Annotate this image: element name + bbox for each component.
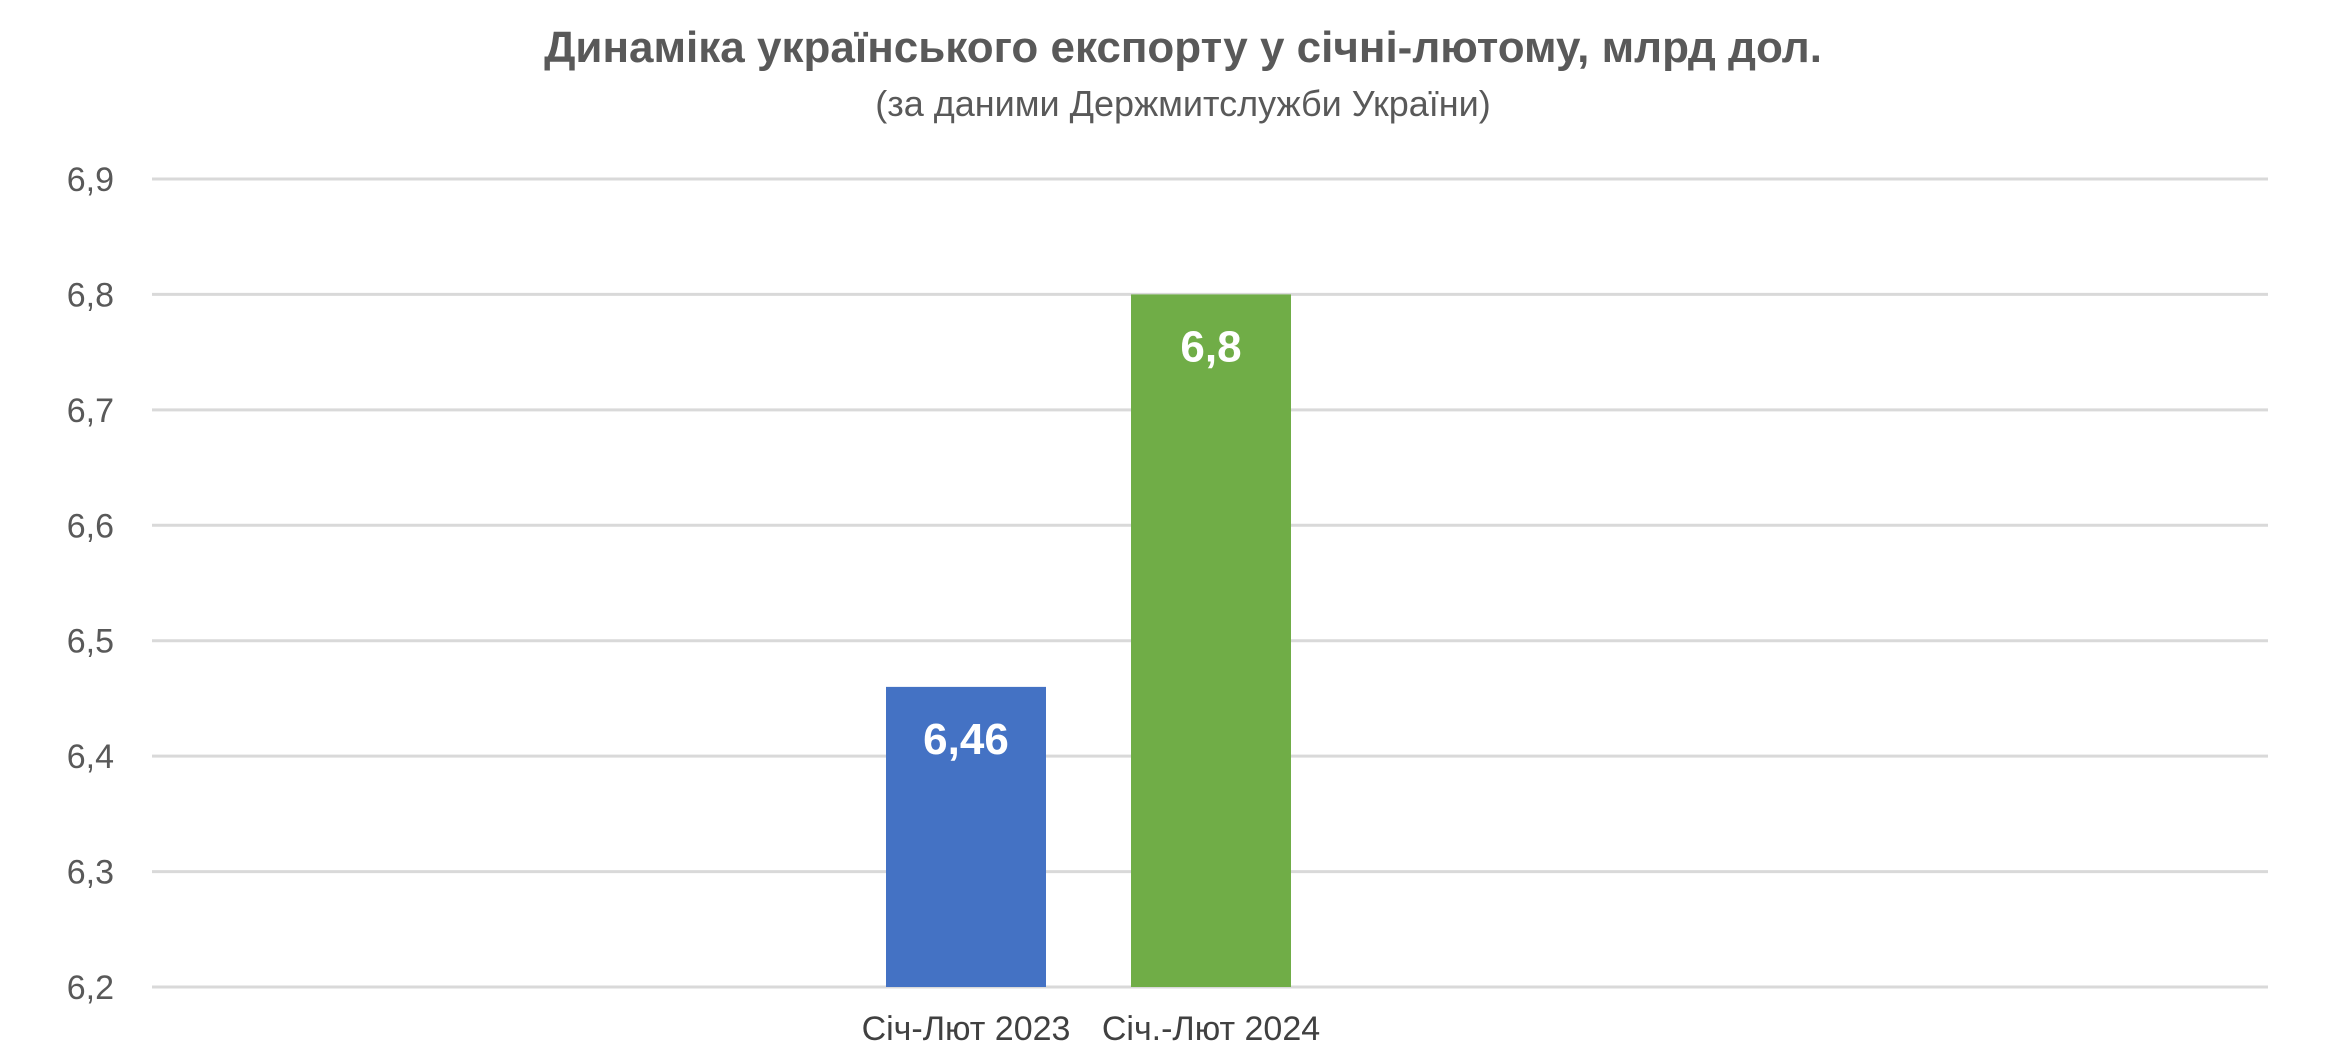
chart-subtitle: (за даними Держмитслужби України) — [875, 83, 1491, 124]
y-tick-label: 6,5 — [67, 623, 114, 661]
y-tick-label: 6,8 — [67, 276, 114, 314]
bars — [886, 294, 1291, 987]
y-tick-label: 6,3 — [67, 854, 114, 892]
chart-title: Динаміка українського експорту у січні-л… — [544, 23, 1822, 72]
x-axis: Січ-Лют 2023 Січ.-Лют 2024 — [862, 1010, 1321, 1048]
y-tick-label: 6,4 — [67, 738, 114, 776]
y-axis: 6,2 6,3 6,4 6,5 6,6 6,7 6,8 6,9 — [67, 161, 114, 1007]
data-label: 6,46 — [923, 715, 1009, 764]
y-tick-label: 6,7 — [67, 392, 114, 430]
x-tick-label: Січ.-Лют 2024 — [1102, 1010, 1320, 1048]
bar — [1131, 294, 1291, 987]
data-label: 6,8 — [1180, 322, 1241, 371]
data-labels: 6,46 6,8 — [923, 322, 1241, 763]
y-tick-label: 6,6 — [67, 507, 114, 545]
bar — [886, 686, 1046, 987]
x-tick-label: Січ-Лют 2023 — [862, 1010, 1071, 1048]
y-tick-label: 6,9 — [67, 161, 114, 199]
y-tick-label: 6,2 — [67, 969, 114, 1007]
